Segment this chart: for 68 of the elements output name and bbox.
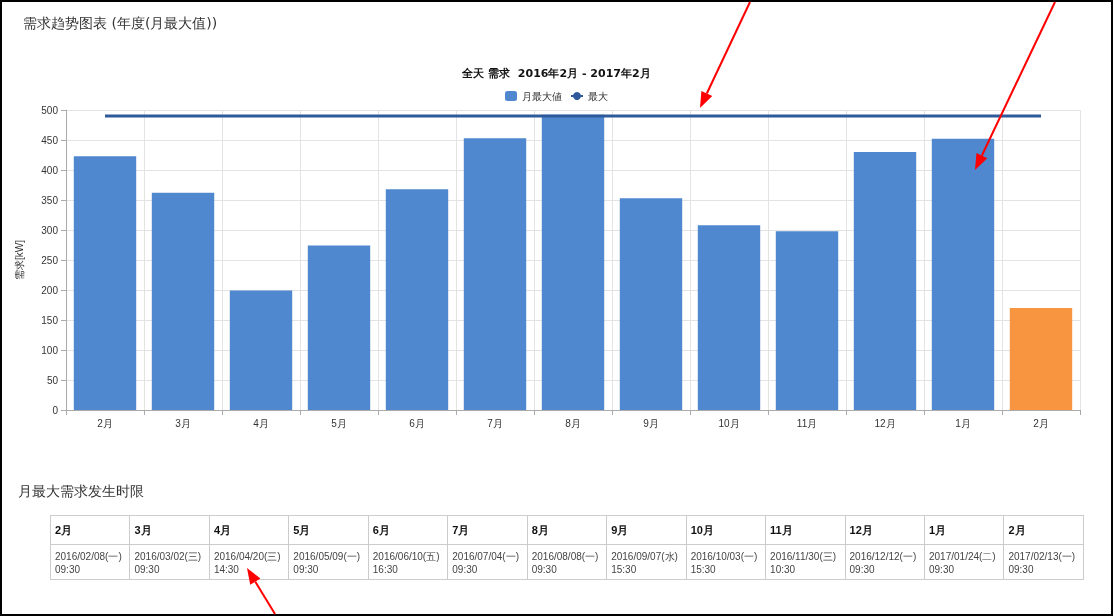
text: 2016/02/08(一) 09:30 xyxy=(50,544,130,580)
category-label: 2月 xyxy=(55,523,73,536)
category-label: 3月 xyxy=(134,523,152,536)
category-label: 5月 xyxy=(293,523,311,536)
bar xyxy=(385,189,449,410)
bar xyxy=(151,192,215,410)
category-label: 4月 xyxy=(213,523,232,536)
chart-subtitle: 全天 需求 2016年2月 - 2017年2月 xyxy=(461,67,651,80)
legend-label: 最大 xyxy=(588,90,608,102)
bar xyxy=(775,231,839,410)
y-tick-label: 300 xyxy=(41,224,59,236)
category-label: 12月 xyxy=(849,523,873,536)
bar xyxy=(463,138,527,410)
y-tick-label: 200 xyxy=(41,284,59,296)
bar xyxy=(931,138,995,410)
text: 2017/01/24(二) 09:30 xyxy=(924,544,1004,580)
text: 2016/12/12(一) 09:30 xyxy=(845,544,925,580)
x-tick-label: 1月 xyxy=(955,417,971,429)
category-label: 9月 xyxy=(611,523,629,536)
x-tick-label: 3月 xyxy=(175,417,191,429)
text: 2016/07/04(一) 09:30 xyxy=(447,544,528,580)
y-tick-label: 250 xyxy=(41,254,59,266)
y-tick-label: 450 xyxy=(41,134,59,146)
x-tick-label: 2月 xyxy=(1033,417,1049,429)
legend-label: 月最大値 xyxy=(522,90,562,102)
y-tick-label: 150 xyxy=(41,314,59,326)
category-label: 1月 xyxy=(928,523,947,536)
bar xyxy=(229,290,293,410)
chart-title: 需求趋势图表 (年度(月最大值)) xyxy=(23,15,218,31)
bar xyxy=(73,156,137,410)
category-label: 7月 xyxy=(452,523,470,536)
x-tick-label: 4月 xyxy=(253,417,269,429)
y-tick-label: 100 xyxy=(41,344,59,356)
x-tick-label: 12月 xyxy=(874,417,896,429)
x-tick-label: 7月 xyxy=(487,417,503,429)
bar xyxy=(697,225,761,410)
x-tick-label: 9月 xyxy=(643,417,659,429)
text: 2016/06/10(五) 16:30 xyxy=(368,544,448,580)
bar xyxy=(853,152,917,410)
y-axis-title: 需求[kW] xyxy=(13,239,25,280)
y-tick-label: 350 xyxy=(41,194,59,206)
category-label: 2月 xyxy=(1008,523,1026,536)
bar xyxy=(619,198,683,410)
text: 2016/04/20(三) 14:30 xyxy=(209,544,289,580)
category-label: 6月 xyxy=(372,523,390,536)
text: 2017/02/13(一) 09:30 xyxy=(1003,544,1084,580)
text: 2016/11/30(三) 10:30 xyxy=(765,544,846,580)
bar xyxy=(1009,308,1073,410)
x-tick-label: 6月 xyxy=(409,417,425,429)
y-tick-label: 0 xyxy=(52,404,59,416)
text: 2016/03/02(三) 09:30 xyxy=(129,544,210,580)
text: 月最大需求发生时限 xyxy=(18,483,144,501)
text: 2016/09/07(水) 15:30 xyxy=(606,544,687,580)
x-tick-label: 2月 xyxy=(97,417,113,429)
text: 2016/10/03(一) 15:30 xyxy=(686,544,766,580)
category-label: 10月 xyxy=(690,523,714,536)
category-label: 8月 xyxy=(531,523,549,536)
y-tick-label: 500 xyxy=(41,104,59,116)
y-tick-label: 400 xyxy=(41,164,59,176)
y-tick-label: 50 xyxy=(46,374,59,386)
category-label: 11月 xyxy=(770,523,793,536)
text: 2016/05/09(一) 09:30 xyxy=(288,544,369,580)
x-tick-label: 5月 xyxy=(331,417,347,429)
text: 2016/08/08(一) 09:30 xyxy=(527,544,607,580)
x-tick-label: 11月 xyxy=(796,417,818,429)
x-tick-label: 8月 xyxy=(565,417,581,429)
bar xyxy=(307,245,371,410)
x-tick-label: 10月 xyxy=(718,417,740,429)
